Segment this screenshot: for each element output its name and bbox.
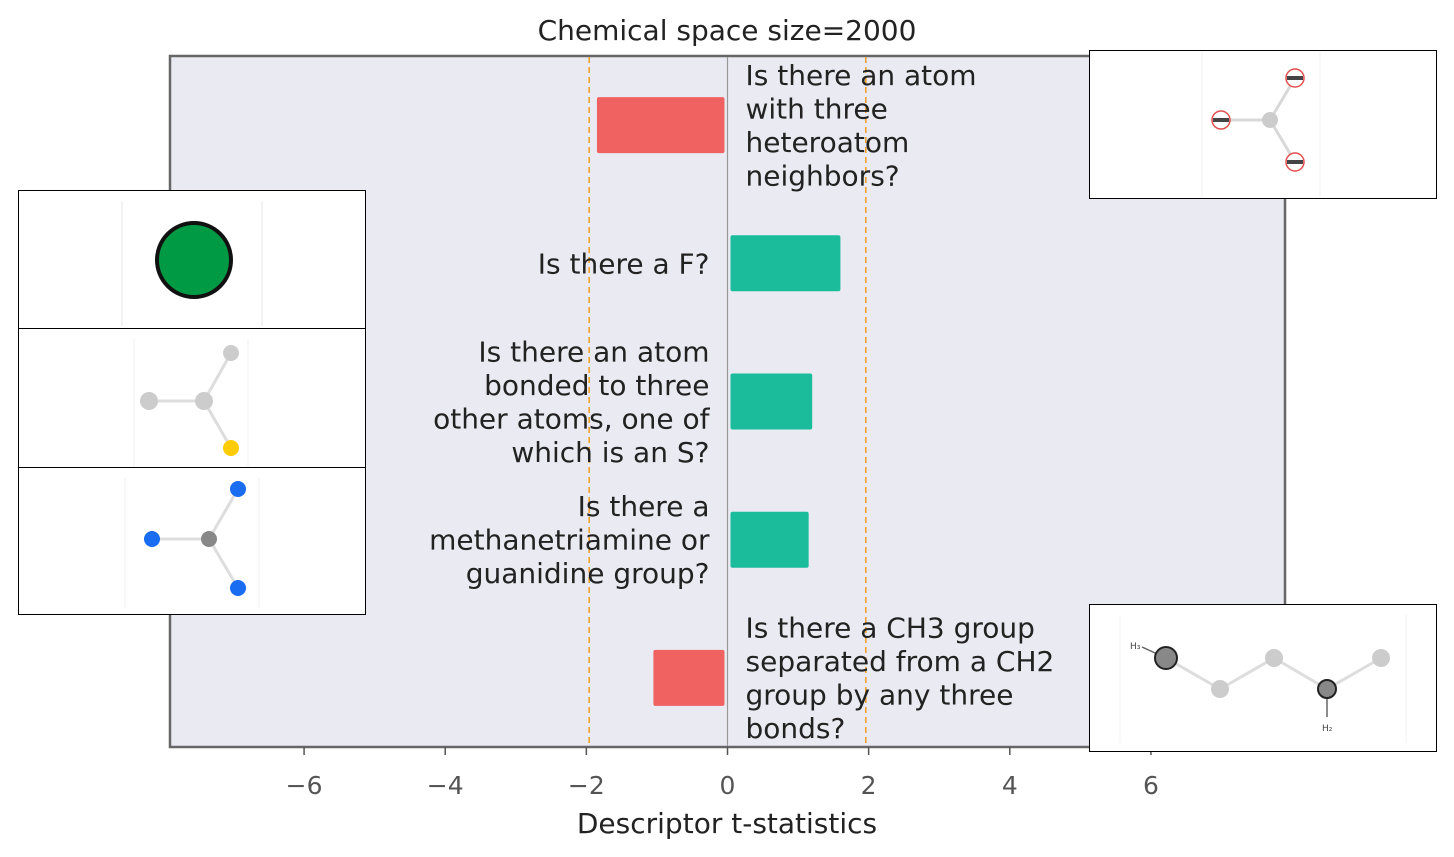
bar-label-line: other atoms, one of [433,402,711,435]
bar-label-line: Is there a [578,490,710,523]
inset-sulfur-structure [18,328,366,468]
bar-labels: Is there an atom with three heteroatom neig… [429,59,1054,745]
inset-heteroatom-neighbors-structure [1089,50,1437,199]
bar-label-line: separated from a CH2 [746,645,1055,678]
chart-title: Chemical space size=2000 [538,14,917,47]
h3-label: H₃ [1130,642,1141,652]
fluorine-atom-icon [121,201,263,326]
inset-ch3-ch2-structure: H₃ H₂ [1089,604,1437,752]
x-tick-label: −4 [427,771,464,800]
bar-label-line: Is there a F? [538,247,710,280]
h2-label: H₂ [1322,724,1333,734]
x-tick-label: −6 [286,771,323,800]
heteroatom-neighbors-molecule-icon [1201,51,1321,197]
bar-label-line: Is there an atom [478,335,709,368]
bar-label-line: with three [746,92,888,125]
ch3-ch2-molecule-icon: H₃ H₂ [1119,615,1407,743]
bar-1 [730,235,841,292]
bar-label-line: bonds? [746,712,846,745]
x-axis-label: Descriptor t-statistics [577,807,877,840]
bar-label-line: Is there a CH3 group [746,612,1035,645]
bar-label-line: bonded to three [484,369,709,402]
bar-label-line: neighbors? [746,159,900,192]
bar-label-line: methanetriamine or [429,524,710,557]
bar-label-3: Is there a methanetriamine or guanidine gr… [429,490,710,590]
reference-lines [588,57,867,746]
bar-label-line: Is there an atom [746,59,977,92]
x-tick-label: 0 [720,771,736,800]
sulfur-molecule-icon [133,339,249,466]
bar-label-2: Is there an atom bonded to three other ato… [433,335,711,469]
bar-3 [730,511,809,568]
bar-label-4: Is there a CH3 group separated from a CH2… [746,612,1055,746]
inset-guanidine-structure [18,467,366,615]
x-tick-label: −2 [568,771,605,800]
x-tick-label: 2 [861,771,877,800]
x-tick-label: 4 [1002,771,1018,800]
bar-0 [596,97,725,154]
x-tick-label: 6 [1143,771,1159,800]
bars [596,97,841,706]
bar-2 [730,373,813,430]
x-axis-ticks: −6 −4 −2 0 2 4 6 [286,747,1159,800]
bar-label-0: Is there an atom with three heteroatom neig… [746,59,977,193]
bar-4 [653,649,725,706]
bar-label-line: which is an S? [511,436,709,469]
guanidine-molecule-icon [124,478,260,608]
bar-label-line: heteroatom [746,126,910,159]
bar-label-line: guanidine group? [466,557,710,590]
bar-label-line: group by any three [746,679,1014,712]
bar-label-1: Is there a F? [538,247,710,280]
inset-fluorine-structure [18,190,366,330]
